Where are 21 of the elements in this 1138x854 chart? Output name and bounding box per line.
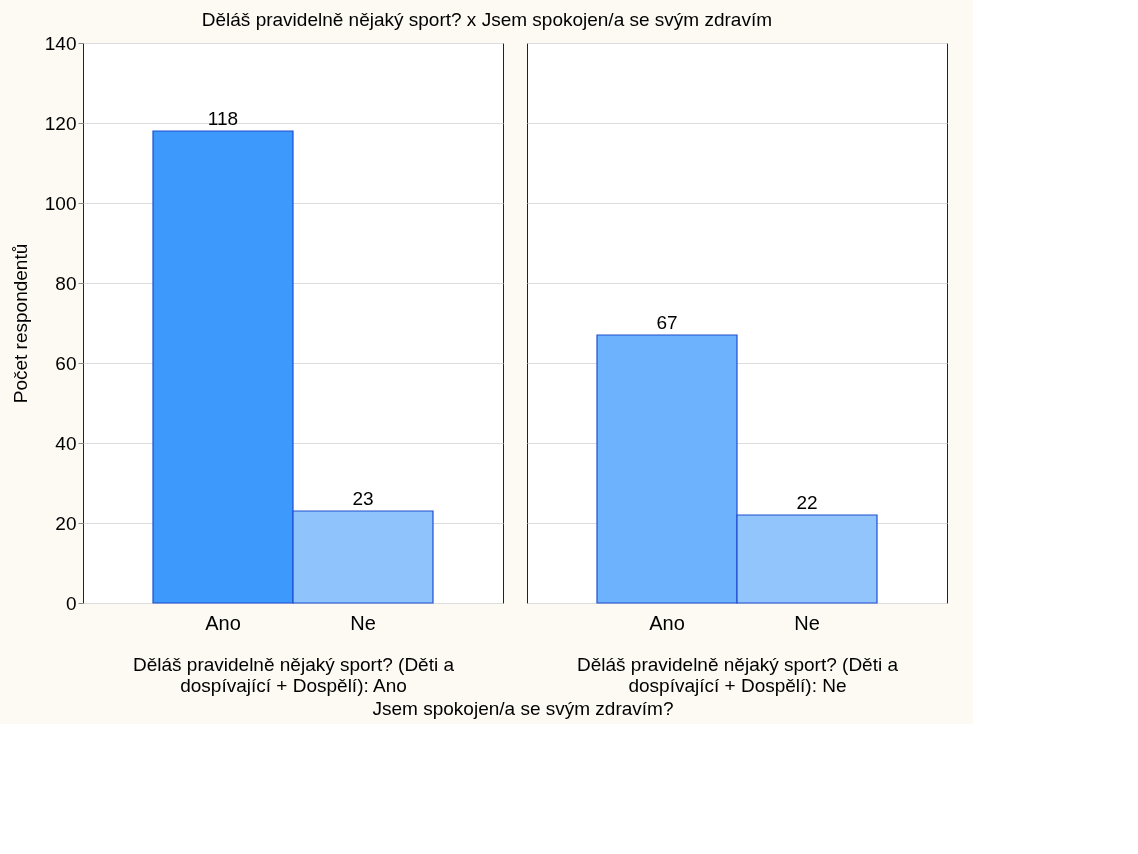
y-tick-label: 40 (55, 432, 77, 454)
x-tick-label: Ano (649, 611, 685, 634)
text: Jsem spokojen/a se svým zdravím? (372, 698, 674, 719)
x-tick-label: Ano (205, 611, 241, 634)
y-tick-label: 120 (44, 112, 77, 134)
y-tick-label: 20 (55, 512, 77, 534)
data-label: 22 (796, 492, 818, 513)
y-tick-label: 140 (44, 32, 77, 54)
chart-title: Děláš pravidelně nějaký sport? x Jsem spokojen/a se svým zdravím (201, 8, 773, 30)
x-axis-title: Děláš pravidelně nějaký sport? (Děti a dospívající + Dospělí): Ano (132, 653, 455, 696)
y-tick-label: 60 (55, 352, 77, 374)
y-tick-label: 80 (55, 272, 77, 294)
y-axis-title: Počet respondentů (9, 243, 31, 404)
x-tick-label: Ne (794, 611, 820, 634)
x-axis-title: Děláš pravidelně nějaký sport? (Děti a dospívající + Dospělí): Ne (576, 653, 899, 696)
x-tick-label: Ne (350, 611, 376, 634)
data-label: 23 (352, 488, 374, 509)
data-label: 67 (656, 312, 678, 333)
y-tick-label: 100 (44, 192, 77, 214)
data-label: 118 (207, 108, 239, 129)
y-tick-label: 0 (65, 592, 77, 614)
